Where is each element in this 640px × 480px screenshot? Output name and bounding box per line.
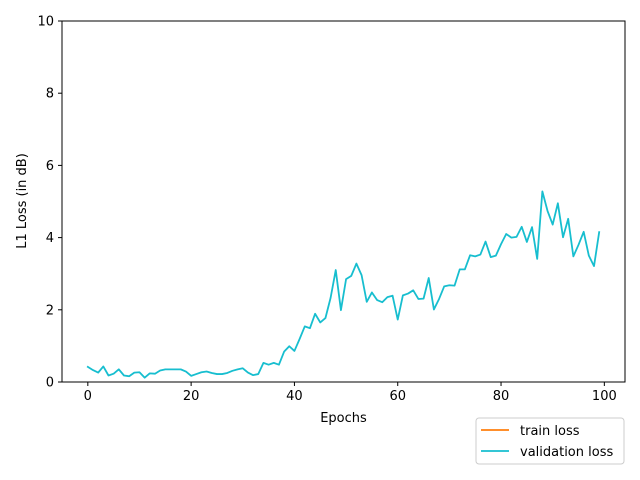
x-tick-label: 80 [493,389,510,404]
x-tick-label: 40 [286,389,303,404]
x-tick-label: 20 [183,389,200,404]
x-axis-label: Epochs [320,411,367,426]
y-tick-label: 4 [46,231,54,246]
legend-label-validation-loss: validation loss [520,445,613,460]
y-tick-label: 0 [46,376,54,391]
legend-box [475,417,625,465]
legend-label-train-loss: train loss [520,424,580,439]
x-tick-label: 60 [389,389,406,404]
y-tick-label: 8 [46,87,54,102]
legend: train loss validation loss [475,417,625,465]
series-line-validation-loss [86,190,601,379]
y-tick-label: 2 [46,303,54,318]
y-tick-label: 10 [37,15,54,30]
plot-frame [61,20,626,383]
y-axis-label: L1 Loss (in dB) [15,153,30,249]
x-tick-label: 0 [84,389,92,404]
x-tick-label: 100 [592,389,617,404]
y-tick-label: 6 [46,159,54,174]
